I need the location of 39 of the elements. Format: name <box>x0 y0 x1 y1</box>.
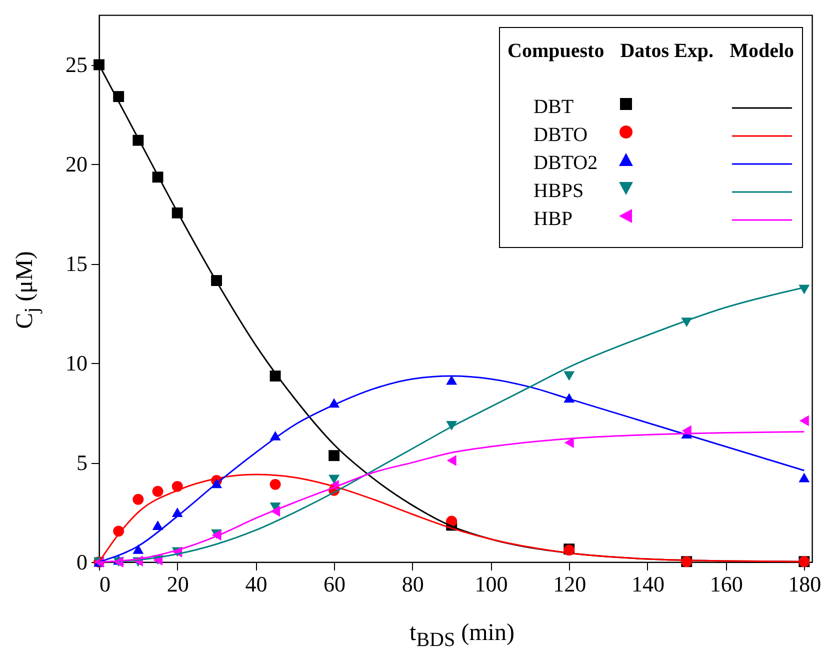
legend-label: HBPS <box>532 178 585 204</box>
annotation: Modelo <box>728 39 795 64</box>
point <box>328 474 340 484</box>
x-tick-label: 0 <box>100 572 110 596</box>
point <box>564 437 574 448</box>
point <box>132 494 144 505</box>
y-tick-label: 15 <box>66 251 88 276</box>
point <box>152 520 164 530</box>
y-tick-label: 25 <box>66 52 88 78</box>
x-tick-label: 20 <box>166 572 189 596</box>
legend-title: Compuesto <box>506 39 606 64</box>
y-tick-label: 0 <box>76 550 88 574</box>
point <box>152 486 164 497</box>
x-tick-label: 60 <box>324 572 346 596</box>
legend-label: DBTO <box>532 122 589 148</box>
y-tick-label: 20 <box>66 152 88 177</box>
x-tick-label: 180 <box>788 572 822 596</box>
point <box>446 375 458 385</box>
x-tick-label: 40 <box>245 572 268 596</box>
legend-label: HBP <box>532 206 574 232</box>
x-axis-title: t$_{BDS}$ (min) <box>410 620 514 652</box>
point <box>798 472 810 482</box>
point <box>446 455 456 466</box>
point <box>132 544 144 554</box>
x-tick-label: 100 <box>474 572 508 596</box>
point <box>270 478 281 490</box>
legend-label: DBTO2 <box>532 150 599 176</box>
y-tick-label: 10 <box>66 350 88 376</box>
x-tick-label: 80 <box>402 572 424 596</box>
point <box>328 450 340 462</box>
annotation: Datos Exp. <box>619 39 715 64</box>
legend-label: DBT <box>532 94 575 120</box>
point <box>446 516 458 527</box>
y-tick-label: 5 <box>76 450 88 476</box>
point <box>799 415 809 426</box>
point <box>564 371 575 381</box>
x-tick-label: 140 <box>631 572 664 596</box>
x-tick-label: 120 <box>553 572 586 596</box>
x-tick-label: 160 <box>710 572 743 596</box>
